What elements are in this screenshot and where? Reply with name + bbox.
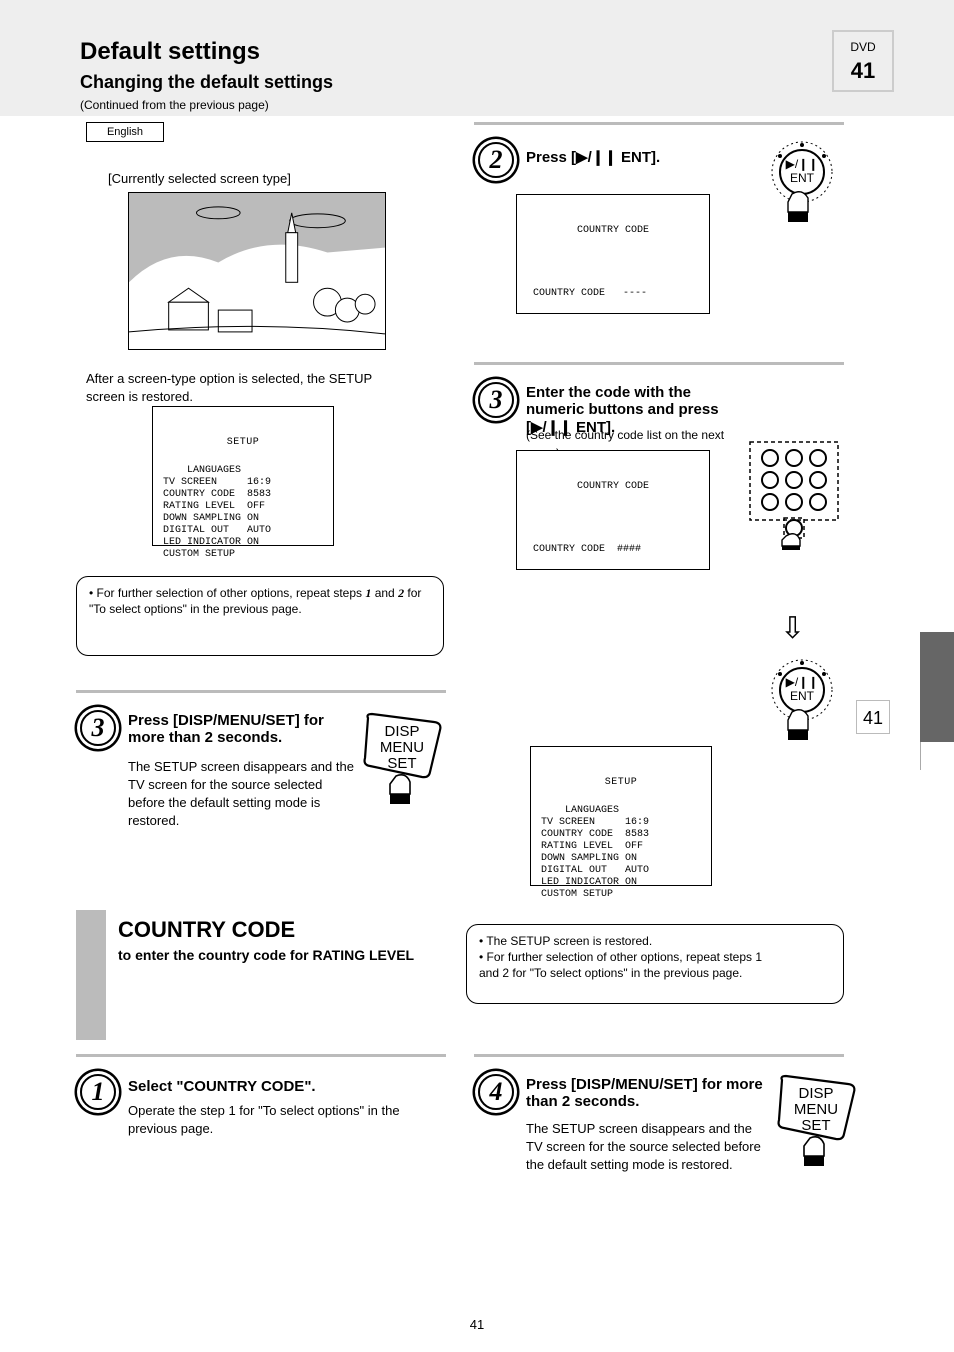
setup-line-l0: LANGUAGES bbox=[187, 465, 241, 476]
setup-line-l2: COUNTRY CODE 8583 bbox=[163, 489, 271, 500]
cc1-title: COUNTRY CODE bbox=[517, 225, 709, 236]
country-code-subheading: to enter the country code for RATING LEV… bbox=[118, 946, 418, 964]
r-step4-body: The SETUP screen disappears and the TV s… bbox=[526, 1120, 766, 1174]
setup-line-l6: LED INDICATOR ON bbox=[163, 537, 259, 548]
footer-page-number: 41 bbox=[470, 1317, 484, 1332]
grey-rule-r2 bbox=[474, 362, 844, 365]
page-number-side: 41 bbox=[856, 700, 890, 734]
cc1-value: COUNTRY CODE ---- bbox=[517, 288, 709, 299]
down-arrow-icon: ⇩ bbox=[780, 614, 805, 644]
setup-line-r4: DOWN SAMPLING ON bbox=[541, 853, 637, 864]
setup-line-l1: TV SCREEN 16:9 bbox=[163, 477, 271, 488]
r-step2-title: Press [▶/❙❙ ENT]. bbox=[526, 148, 746, 166]
note2-l1: • The SETUP screen is restored. bbox=[479, 933, 831, 949]
current-screen-type-label: [Currently selected screen type] bbox=[108, 170, 291, 188]
setup-line-l7: CUSTOM SETUP bbox=[163, 549, 235, 560]
step-circle-3-left: 3 bbox=[80, 710, 116, 746]
svg-text:SET: SET bbox=[387, 755, 416, 772]
svg-text:MENU: MENU bbox=[794, 1101, 838, 1118]
setup-line-r7: CUSTOM SETUP bbox=[541, 889, 613, 900]
left-step3-title: Press [DISP/MENU/SET] for more than 2 se… bbox=[128, 712, 358, 746]
left-step3-body: The SETUP screen disappears and the TV s… bbox=[128, 758, 358, 830]
note-box-left: • For further selection of other options… bbox=[76, 576, 444, 656]
svg-text:MENU: MENU bbox=[380, 739, 424, 756]
language-box: English bbox=[86, 122, 164, 142]
step-circle-3-right: 3 bbox=[478, 382, 514, 418]
grey-rule-r3 bbox=[474, 1054, 844, 1057]
step-circle-4: 4 bbox=[478, 1074, 514, 1110]
svg-text:▶/❙❙: ▶/❙❙ bbox=[786, 157, 819, 171]
step-circle-1: 1 bbox=[80, 1074, 116, 1110]
setup-line-r5: DIGITAL OUT AUTO bbox=[541, 865, 649, 876]
side-tab-dark bbox=[920, 632, 954, 742]
page-badge: DVD 41 bbox=[832, 30, 894, 92]
svg-text:ENT: ENT bbox=[790, 689, 815, 703]
svg-text:DISP: DISP bbox=[384, 723, 419, 740]
country-code-screen-2: COUNTRY CODE COUNTRY CODE #### bbox=[516, 450, 710, 570]
setup-line-l3: RATING LEVEL OFF bbox=[163, 501, 265, 512]
note1-step-a: 1 bbox=[365, 586, 371, 600]
setup-line-l4: DOWN SAMPLING ON bbox=[163, 513, 259, 524]
svg-text:SET: SET bbox=[801, 1117, 830, 1134]
grey-rule-r1 bbox=[474, 122, 844, 125]
note1-mid: and bbox=[375, 586, 398, 600]
setup-line-r2: COUNTRY CODE 8583 bbox=[541, 829, 649, 840]
village-illustration bbox=[128, 192, 386, 350]
page-badge-dvd: DVD bbox=[834, 40, 892, 54]
note1-l1: • For further selection of other options… bbox=[89, 586, 365, 600]
ent-button-2[interactable]: ▶/❙❙ ENT bbox=[762, 656, 842, 756]
note2-l3: and 2 for "To select options" in the pre… bbox=[479, 965, 831, 981]
grey-rule-l2 bbox=[76, 1054, 446, 1057]
cc2-value: COUNTRY CODE #### bbox=[517, 544, 709, 555]
setup-line-r0: LANGUAGES bbox=[565, 805, 619, 816]
setup-line-l5: DIGITAL OUT AUTO bbox=[163, 525, 271, 536]
country-code-screen-1: COUNTRY CODE COUNTRY CODE ---- bbox=[516, 194, 710, 314]
disp-menu-set-button-left[interactable]: DISP MENU SET bbox=[358, 710, 448, 810]
side-tab-light bbox=[920, 742, 954, 770]
svg-text:ENT: ENT bbox=[790, 171, 815, 185]
cc2-title: COUNTRY CODE bbox=[517, 481, 709, 492]
setup-screen-left: SETUP LANGUAGES TV SCREEN 16:9 COUNTRY C… bbox=[152, 406, 334, 546]
setup-screen-right: SETUP LANGUAGES TV SCREEN 16:9 COUNTRY C… bbox=[530, 746, 712, 886]
section-bar bbox=[76, 910, 106, 1040]
note1-step-b: 2 bbox=[398, 586, 404, 600]
setup-title-right: SETUP bbox=[541, 777, 701, 789]
svg-text:▶/❙❙: ▶/❙❙ bbox=[786, 675, 819, 689]
page-subtitle: Changing the default settings bbox=[80, 72, 333, 93]
left-step2-text: After a screen-type option is selected, … bbox=[86, 370, 406, 406]
setup-title-left: SETUP bbox=[163, 437, 323, 449]
numeric-keypad-icon[interactable] bbox=[748, 440, 840, 550]
cc-step1-body: Operate the step 1 for "To select option… bbox=[128, 1102, 428, 1138]
note-box-right: • The SETUP screen is restored. • For fu… bbox=[466, 924, 844, 1004]
setup-line-r3: RATING LEVEL OFF bbox=[541, 841, 643, 852]
setup-line-r6: LED INDICATOR ON bbox=[541, 877, 637, 888]
svg-text:DISP: DISP bbox=[798, 1085, 833, 1102]
note2-l2: • For further selection of other options… bbox=[479, 949, 831, 965]
disp-menu-set-button-right[interactable]: DISP MENU SET bbox=[772, 1072, 862, 1172]
page-number: 41 bbox=[834, 58, 892, 84]
page-subtitle2: (Continued from the previous page) bbox=[80, 96, 269, 114]
grey-rule-l1 bbox=[76, 690, 446, 693]
country-code-heading: COUNTRY CODE bbox=[118, 916, 295, 944]
step-circle-2: 2 bbox=[478, 142, 514, 178]
ent-button-1[interactable]: ▶/❙❙ ENT bbox=[762, 138, 842, 238]
setup-line-r1: TV SCREEN 16:9 bbox=[541, 817, 649, 828]
cc-step1-title: Select "COUNTRY CODE". bbox=[128, 1078, 428, 1095]
page-title: Default settings bbox=[80, 38, 260, 66]
r-step4-title: Press [DISP/MENU/SET] for more than 2 se… bbox=[526, 1076, 766, 1110]
